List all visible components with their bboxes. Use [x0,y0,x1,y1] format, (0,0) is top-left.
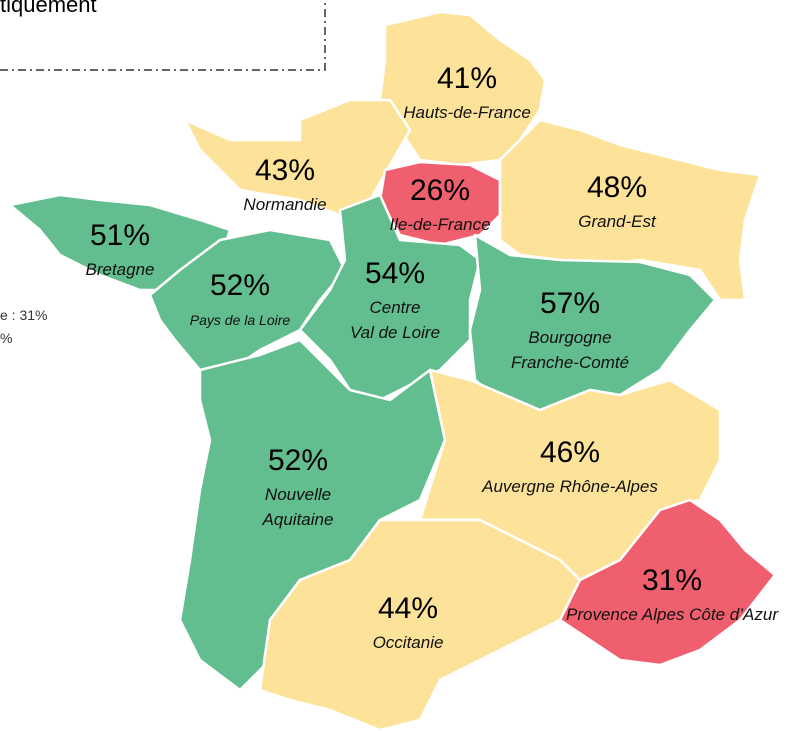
region-value: 43% [255,154,315,187]
region [183,98,412,217]
region-value: 48% [587,171,647,204]
region-name: Ile-de-France [389,215,490,234]
region-name: Pays de la Loire [190,312,291,328]
region-value: 31% [642,564,702,597]
labels: 41% Hauts-de-France 43% Normandie 26% Ile-de-… [86,62,780,652]
region-name: Normandie [243,195,326,214]
region-value: 51% [90,219,150,252]
region [298,193,482,402]
region-name: Bretagne [86,260,155,279]
region-value: 46% [540,436,600,469]
region-name: Hauts-de-France [403,103,531,122]
title: tiquement [0,0,97,17]
region-value: 26% [410,174,470,207]
title-box [0,0,326,71]
region [468,233,717,412]
region [558,498,777,667]
region-value: 44% [378,592,438,625]
region-name: Aquitaine [262,510,334,529]
region-name: Grand-Est [578,212,657,231]
region-name: Auvergne Rhône-Alpes [481,477,658,496]
region-value: 54% [365,257,425,290]
region-value: 52% [268,444,328,477]
region-value: 52% [210,269,270,302]
legend-text: e : 31% [0,307,47,323]
region-name: Nouvelle [265,485,331,504]
legend-text: % [0,330,12,346]
region-name: Franche-Comté [511,353,629,372]
region-name: Provence Alpes Côte d’Azur [566,605,779,624]
regions [8,10,777,731]
region-name: Bourgogne [528,328,611,347]
region-name: Centre [369,298,420,317]
region-value: 41% [437,62,497,95]
region-name: Occitanie [373,633,444,652]
region-name: Val de Loire [350,323,440,342]
region-value: 57% [540,287,600,320]
